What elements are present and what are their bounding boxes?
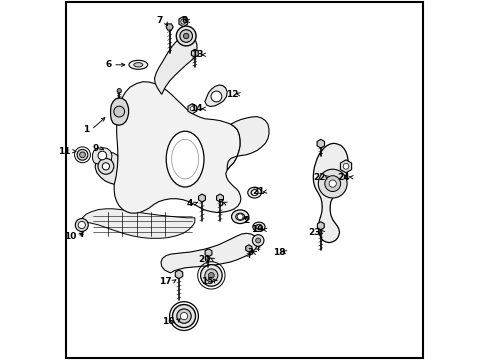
Circle shape <box>328 180 336 187</box>
Circle shape <box>77 149 88 160</box>
Polygon shape <box>179 17 187 27</box>
Ellipse shape <box>247 187 261 198</box>
Circle shape <box>252 235 264 246</box>
Ellipse shape <box>252 222 264 231</box>
Circle shape <box>80 152 85 158</box>
Text: 17: 17 <box>159 277 171 286</box>
Ellipse shape <box>255 224 262 229</box>
Text: 5: 5 <box>217 199 224 208</box>
Polygon shape <box>216 194 223 202</box>
Circle shape <box>114 106 124 117</box>
Circle shape <box>177 309 191 323</box>
Circle shape <box>255 238 260 243</box>
Polygon shape <box>340 160 351 173</box>
Ellipse shape <box>180 30 192 42</box>
Circle shape <box>208 273 214 278</box>
Polygon shape <box>198 194 205 202</box>
Polygon shape <box>166 24 173 30</box>
Ellipse shape <box>134 63 142 67</box>
Polygon shape <box>313 143 347 243</box>
Text: 15: 15 <box>201 277 213 286</box>
Polygon shape <box>95 152 118 184</box>
Polygon shape <box>154 36 197 94</box>
Polygon shape <box>81 209 194 238</box>
Text: 10: 10 <box>64 233 76 242</box>
Circle shape <box>181 19 185 24</box>
Polygon shape <box>204 249 211 257</box>
Circle shape <box>204 269 218 282</box>
Polygon shape <box>92 148 112 164</box>
Polygon shape <box>114 82 241 213</box>
Text: 18: 18 <box>272 248 285 257</box>
Circle shape <box>237 214 243 220</box>
Text: 3: 3 <box>247 248 253 257</box>
Polygon shape <box>175 270 183 279</box>
Text: 23: 23 <box>308 228 321 237</box>
Text: 2: 2 <box>243 216 249 225</box>
Text: 6: 6 <box>105 60 111 69</box>
Text: 14: 14 <box>190 104 203 113</box>
Text: 4: 4 <box>186 199 193 208</box>
Polygon shape <box>204 85 227 107</box>
Polygon shape <box>161 233 258 273</box>
Text: 13: 13 <box>190 50 203 59</box>
Text: 9: 9 <box>92 144 99 153</box>
Circle shape <box>324 176 340 192</box>
Circle shape <box>78 221 85 229</box>
Ellipse shape <box>129 60 147 69</box>
Circle shape <box>318 169 346 198</box>
Ellipse shape <box>231 210 248 224</box>
Ellipse shape <box>250 190 258 195</box>
Text: 24: 24 <box>337 173 349 182</box>
Ellipse shape <box>166 131 203 187</box>
Polygon shape <box>187 104 196 114</box>
Text: 21: 21 <box>252 187 264 196</box>
Circle shape <box>256 225 261 229</box>
Circle shape <box>98 158 114 174</box>
Polygon shape <box>316 139 324 148</box>
Circle shape <box>251 190 257 195</box>
Circle shape <box>343 163 348 169</box>
Polygon shape <box>191 49 198 57</box>
Text: 7: 7 <box>156 17 163 26</box>
Circle shape <box>172 305 195 328</box>
Ellipse shape <box>176 26 196 46</box>
Circle shape <box>200 265 222 286</box>
Text: 12: 12 <box>225 90 238 99</box>
Circle shape <box>102 163 109 170</box>
Circle shape <box>211 91 222 102</box>
Polygon shape <box>227 117 268 170</box>
Polygon shape <box>317 222 324 230</box>
Circle shape <box>117 89 121 93</box>
Polygon shape <box>110 98 128 125</box>
Text: 20: 20 <box>198 255 211 264</box>
Circle shape <box>98 151 106 160</box>
Text: 16: 16 <box>162 317 175 325</box>
Circle shape <box>190 107 194 111</box>
Text: 11: 11 <box>58 147 70 156</box>
Circle shape <box>75 219 88 231</box>
Ellipse shape <box>235 213 244 220</box>
Ellipse shape <box>183 33 188 39</box>
Text: 22: 22 <box>312 173 325 182</box>
Text: 1: 1 <box>83 125 89 134</box>
Text: 19: 19 <box>250 225 263 234</box>
Polygon shape <box>245 245 251 252</box>
Text: 8: 8 <box>182 17 187 26</box>
Circle shape <box>180 312 187 320</box>
